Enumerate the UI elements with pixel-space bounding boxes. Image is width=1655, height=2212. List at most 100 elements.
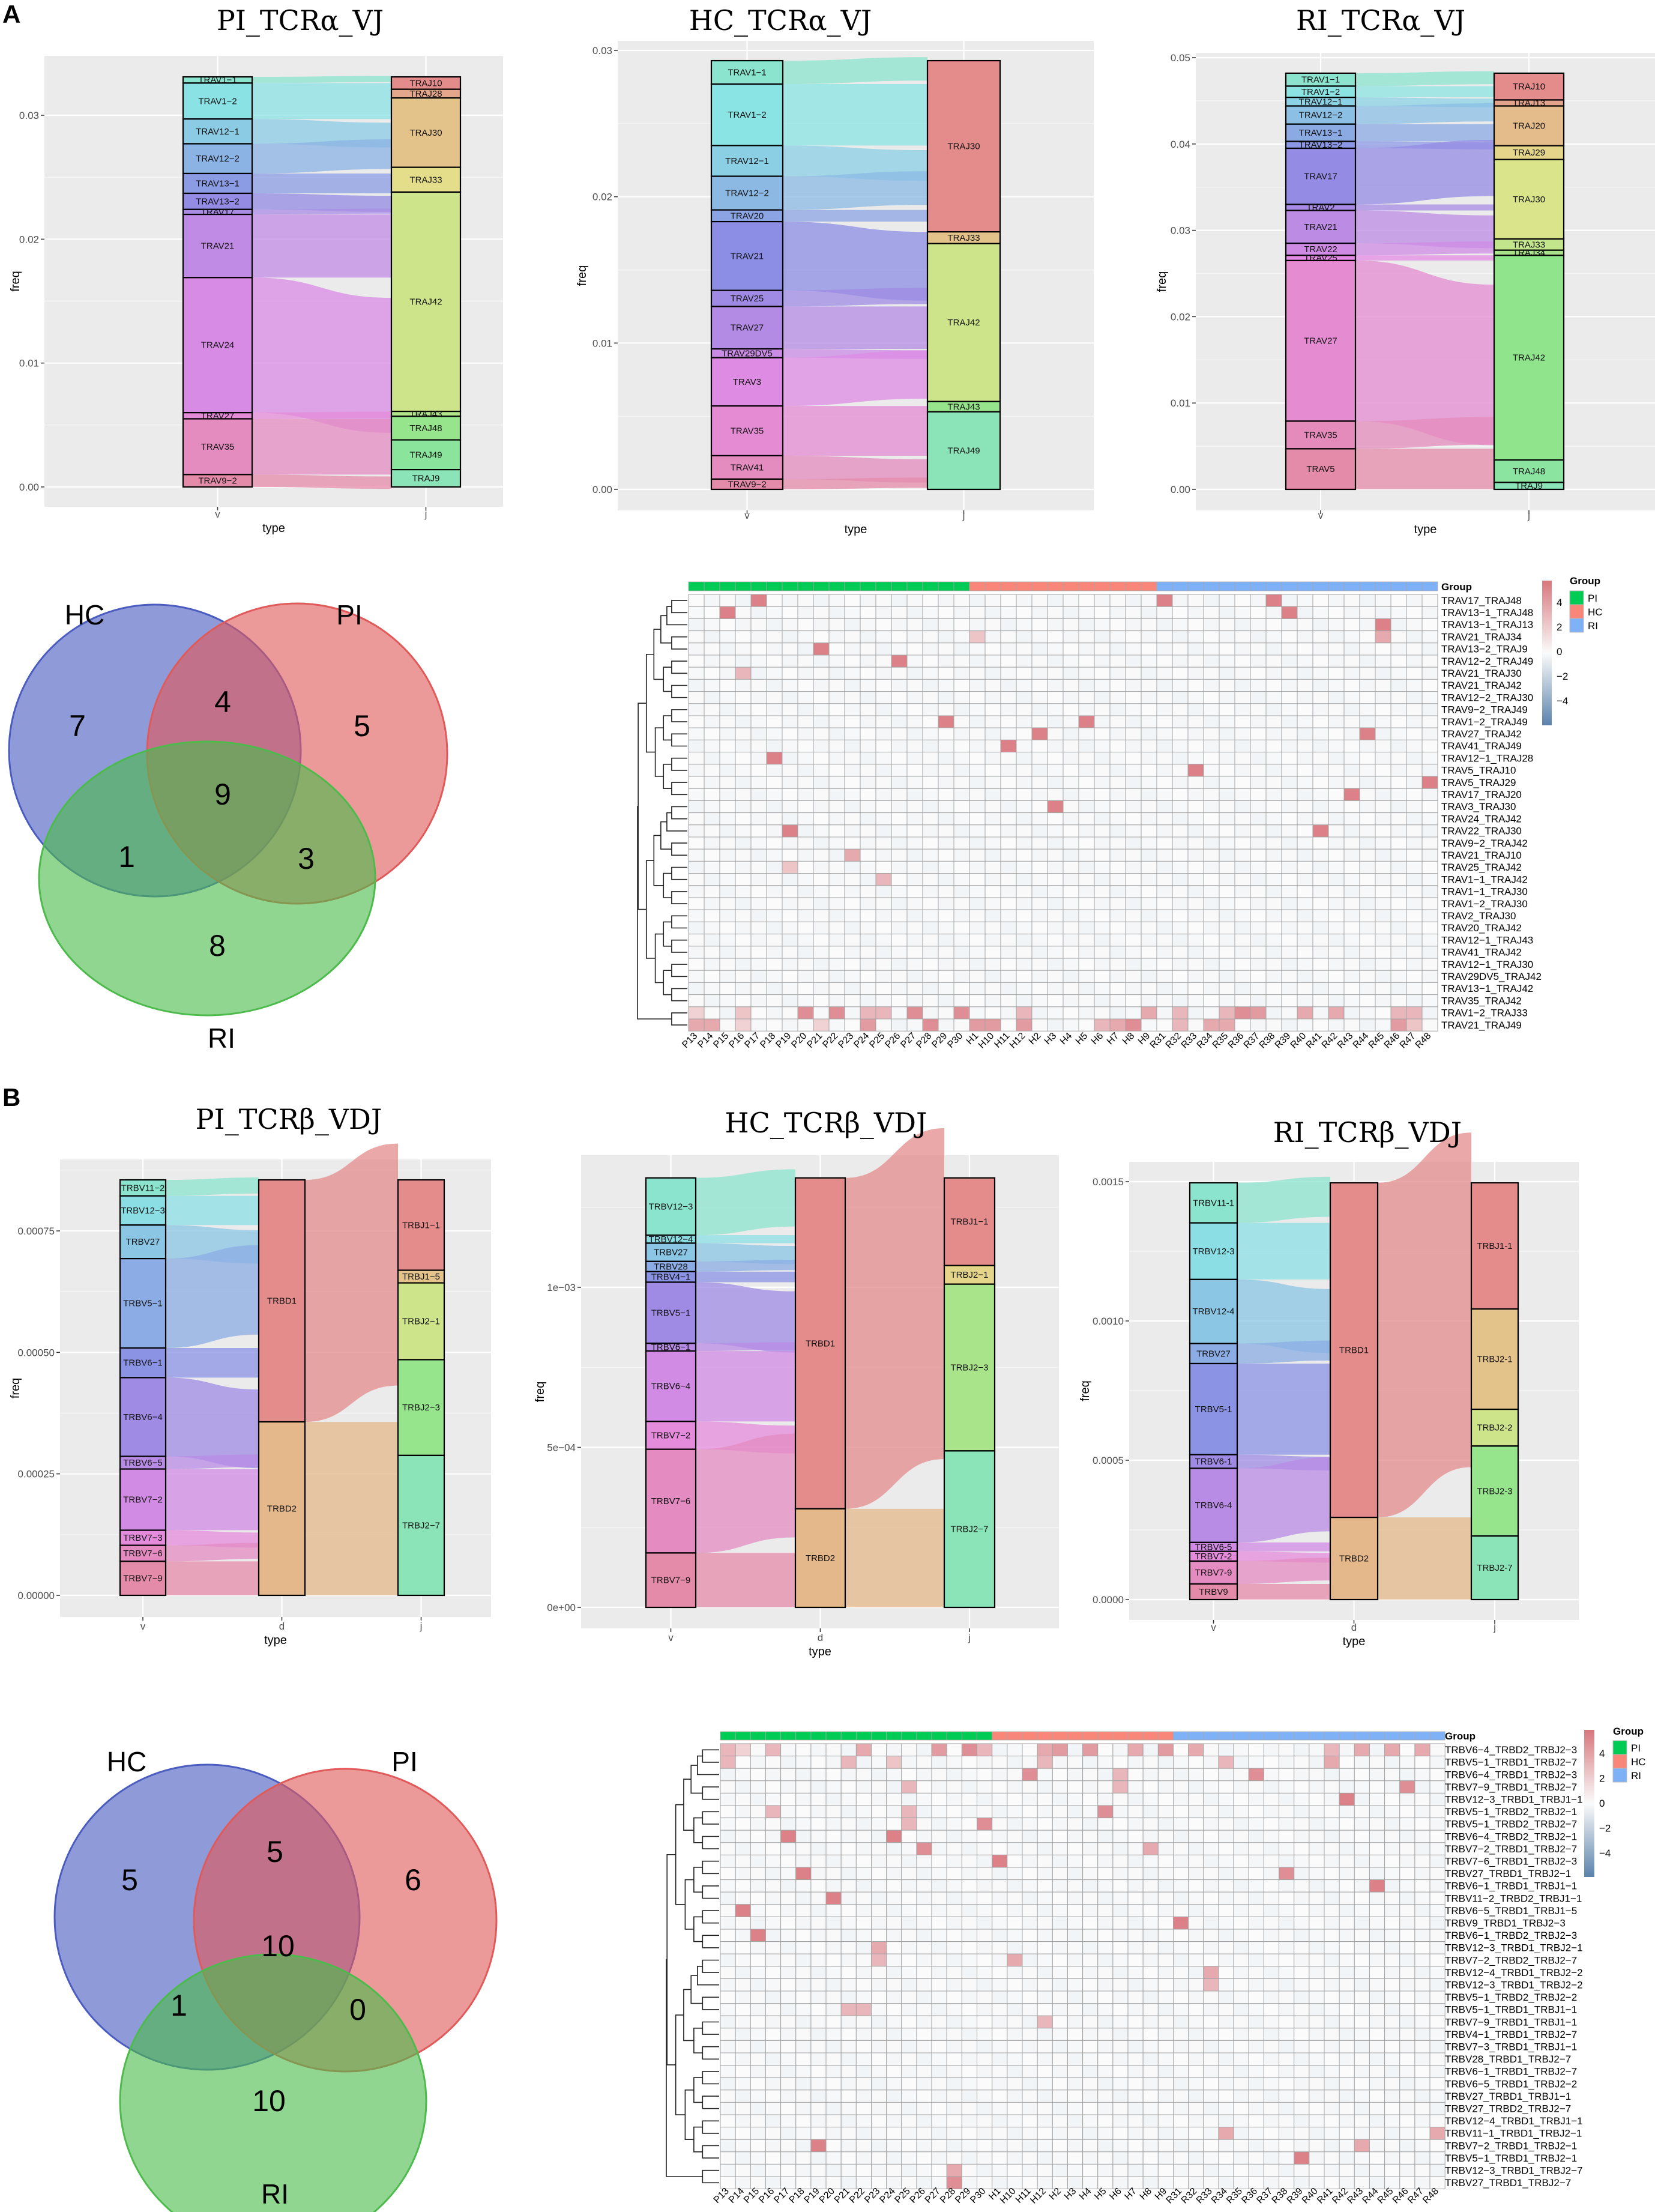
stratum-bar[interactable] <box>645 1350 697 1422</box>
heatmap-cell[interactable] <box>1219 897 1235 910</box>
heatmap-cell[interactable] <box>1052 1966 1068 1979</box>
heatmap-cell[interactable] <box>1281 691 1298 704</box>
heatmap-cell[interactable] <box>1052 1854 1068 1868</box>
heatmap-cell[interactable] <box>1421 848 1438 862</box>
heatmap-cell[interactable] <box>1016 848 1032 862</box>
heatmap-cell[interactable] <box>855 2127 872 2140</box>
heatmap-cell[interactable] <box>750 970 767 983</box>
heatmap-cell[interactable] <box>969 678 986 692</box>
heatmap-cell[interactable] <box>810 2077 827 2091</box>
heatmap-cell[interactable] <box>688 642 705 656</box>
heatmap-cell[interactable] <box>735 752 752 765</box>
heatmap-cell[interactable] <box>750 1929 766 1942</box>
heatmap-cell[interactable] <box>1082 2102 1099 2115</box>
heatmap-cell[interactable] <box>765 1879 782 1893</box>
heatmap-cell[interactable] <box>1063 727 1079 740</box>
heatmap-cell[interactable] <box>719 764 736 777</box>
heatmap-cell[interactable] <box>1156 800 1173 814</box>
heatmap-cell[interactable] <box>891 897 908 910</box>
heatmap-cell[interactable] <box>886 1818 902 1831</box>
heatmap-cell[interactable] <box>840 1879 857 1893</box>
heatmap-cell[interactable] <box>1067 1780 1084 1793</box>
heatmap-cell[interactable] <box>906 934 923 947</box>
heatmap-cell[interactable] <box>688 921 705 935</box>
heatmap-cell[interactable] <box>1421 860 1438 874</box>
heatmap-cell[interactable] <box>961 1941 978 1954</box>
heatmap-cell[interactable] <box>1414 1867 1430 1881</box>
heatmap-cell[interactable] <box>1265 934 1282 947</box>
heatmap-cell[interactable] <box>961 2127 978 2140</box>
heatmap-cell[interactable] <box>1265 921 1282 935</box>
heatmap-cell[interactable] <box>875 982 892 996</box>
heatmap-cell[interactable] <box>1067 2052 1084 2066</box>
heatmap-cell[interactable] <box>1052 2102 1068 2115</box>
heatmap-cell[interactable] <box>719 824 736 838</box>
heatmap-cell[interactable] <box>797 703 814 716</box>
heatmap-cell[interactable] <box>1109 836 1126 850</box>
heatmap-cell[interactable] <box>1279 1792 1295 1806</box>
heatmap-cell[interactable] <box>1406 860 1423 874</box>
heatmap-cell[interactable] <box>1078 630 1095 644</box>
heatmap-cell[interactable] <box>1109 994 1126 1008</box>
heatmap-cell[interactable] <box>953 1018 970 1032</box>
heatmap-cell[interactable] <box>1022 1842 1038 1855</box>
heatmap-cell[interactable] <box>1375 836 1391 850</box>
heatmap-cell[interactable] <box>795 2015 812 2029</box>
heatmap-cell[interactable] <box>953 958 970 971</box>
heatmap-cell[interactable] <box>750 897 767 910</box>
heatmap-cell[interactable] <box>688 618 705 632</box>
heatmap-cell[interactable] <box>922 897 939 910</box>
heatmap-cell[interactable] <box>810 2052 827 2066</box>
heatmap-cell[interactable] <box>1250 715 1267 728</box>
heatmap-cell[interactable] <box>1359 800 1376 814</box>
heatmap-cell[interactable] <box>1294 1941 1310 1954</box>
heatmap-cell[interactable] <box>938 654 954 668</box>
heatmap-cell[interactable] <box>1328 897 1345 910</box>
heatmap-cell[interactable] <box>1000 618 1017 632</box>
heatmap-cell[interactable] <box>1297 921 1313 935</box>
heatmap-cell[interactable] <box>977 1941 993 1954</box>
heatmap-cell[interactable] <box>938 970 954 983</box>
heatmap-cell[interactable] <box>1109 824 1126 838</box>
heatmap-cell[interactable] <box>1097 1879 1114 1893</box>
heatmap-cell[interactable] <box>1250 666 1267 680</box>
heatmap-cell[interactable] <box>1265 848 1282 862</box>
heatmap-cell[interactable] <box>1156 703 1173 716</box>
heatmap-cell[interactable] <box>1309 2077 1325 2091</box>
heatmap-cell[interactable] <box>1281 727 1298 740</box>
heatmap-cell[interactable] <box>719 836 736 850</box>
heatmap-cell[interactable] <box>1082 2040 1099 2053</box>
heatmap-cell[interactable] <box>1037 1756 1053 1769</box>
heatmap-cell[interactable] <box>1309 2127 1325 2140</box>
heatmap-cell[interactable] <box>1279 1743 1295 1757</box>
heatmap-cell[interactable] <box>1172 812 1189 826</box>
heatmap-cell[interactable] <box>813 764 830 777</box>
heatmap-cell[interactable] <box>1203 654 1220 668</box>
heatmap-cell[interactable] <box>1297 691 1313 704</box>
heatmap-cell[interactable] <box>1157 2151 1174 2165</box>
heatmap-cell[interactable] <box>766 788 783 801</box>
heatmap-cell[interactable] <box>961 2052 978 2066</box>
heatmap-cell[interactable] <box>1429 1978 1445 1992</box>
heatmap-cell[interactable] <box>750 2040 766 2053</box>
heatmap-cell[interactable] <box>886 1756 902 1769</box>
heatmap-cell[interactable] <box>1279 2077 1295 2091</box>
heatmap-cell[interactable] <box>969 788 986 801</box>
heatmap-cell[interactable] <box>1203 1756 1219 1769</box>
heatmap-cell[interactable] <box>825 1891 842 1905</box>
heatmap-cell[interactable] <box>1218 1805 1234 1819</box>
heatmap-cell[interactable] <box>1354 2127 1370 2140</box>
heatmap-cell[interactable] <box>1233 1867 1249 1881</box>
heatmap-cell[interactable] <box>871 2114 887 2128</box>
heatmap-cell[interactable] <box>906 630 923 644</box>
heatmap-cell[interactable] <box>1309 1904 1325 1917</box>
heatmap-cell[interactable] <box>1219 958 1235 971</box>
heatmap-cell[interactable] <box>1203 2090 1219 2103</box>
heatmap-cell[interactable] <box>1016 594 1032 607</box>
heatmap-cell[interactable] <box>1297 824 1313 838</box>
heatmap-cell[interactable] <box>1324 2003 1340 2016</box>
heatmap-cell[interactable] <box>875 934 892 947</box>
heatmap-cell[interactable] <box>720 1953 736 1967</box>
heatmap-cell[interactable] <box>1279 1953 1295 1967</box>
heatmap-cell[interactable] <box>1233 2015 1249 2029</box>
